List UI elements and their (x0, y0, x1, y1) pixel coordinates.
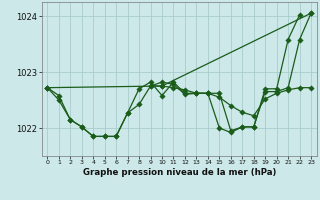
X-axis label: Graphe pression niveau de la mer (hPa): Graphe pression niveau de la mer (hPa) (83, 168, 276, 177)
